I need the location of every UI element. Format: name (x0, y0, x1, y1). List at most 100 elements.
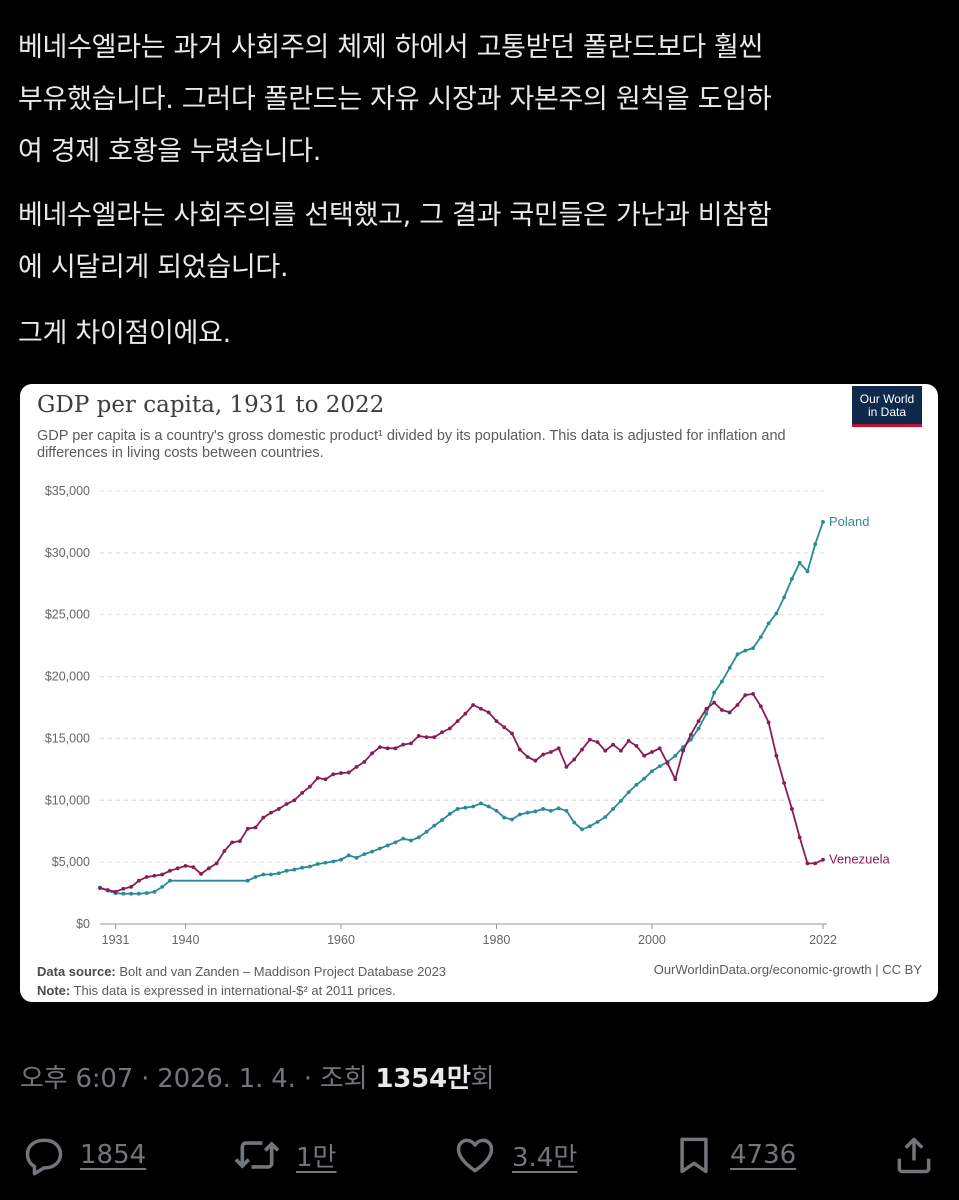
data-point-venezuela (463, 711, 468, 716)
data-point-venezuela (136, 878, 141, 883)
series-label-poland: Poland (829, 514, 869, 529)
data-point-venezuela (121, 886, 126, 891)
data-point-venezuela (595, 740, 600, 745)
data-point-venezuela (541, 752, 546, 757)
repost-button[interactable]: 1만 (232, 1130, 336, 1180)
data-point-venezuela (797, 835, 802, 840)
data-point-poland (751, 646, 755, 651)
data-point-venezuela (370, 751, 374, 756)
data-point-venezuela (222, 849, 227, 853)
share-button[interactable] (892, 1130, 936, 1180)
reply-button[interactable]: 1854 (22, 1130, 146, 1180)
data-point-venezuela (393, 746, 398, 751)
x-tick-label: 2022 (809, 933, 837, 947)
data-point-venezuela (517, 747, 522, 752)
data-point-poland (308, 864, 312, 869)
data-point-venezuela (587, 737, 592, 742)
y-tick-label: $5,000 (52, 855, 90, 869)
source-text: Bolt and van Zanden – Maddison Project D… (119, 964, 447, 979)
x-tick-label: 1931 (102, 933, 130, 947)
series-line-venezuela (99, 693, 824, 893)
data-point-poland (440, 818, 444, 822)
data-point-poland (797, 560, 802, 565)
data-point-poland (517, 812, 522, 817)
owid-logo-line1: Our World (859, 392, 915, 406)
like-button[interactable]: 3.4만 (452, 1130, 577, 1180)
data-point-venezuela (479, 706, 483, 711)
data-point-poland (339, 857, 343, 862)
data-point-venezuela (611, 742, 615, 747)
data-point-venezuela (354, 764, 359, 769)
data-point-venezuela (144, 875, 149, 879)
timestamp[interactable]: 오후 6:07 · 2026. 1. 4. · 조회 (20, 1064, 376, 1094)
data-point-poland (805, 569, 810, 574)
data-point-venezuela (813, 861, 818, 866)
data-point-poland (549, 808, 553, 813)
chart-plot: $0 $5,000 $10,000 $15,000 $20,000 $25,000 $30,… (45, 484, 891, 947)
data-point-poland (618, 799, 623, 803)
data-point-poland (626, 790, 631, 795)
data-point-venezuela (634, 743, 639, 748)
data-point-poland (712, 690, 717, 695)
data-point-venezuela (300, 790, 305, 795)
data-point-poland (245, 878, 250, 883)
data-point-venezuela (657, 746, 662, 751)
data-point-poland (696, 726, 701, 731)
data-point-venezuela (696, 719, 701, 724)
data-point-poland (510, 817, 514, 822)
data-point-poland (657, 764, 662, 769)
data-point-poland (447, 811, 452, 816)
data-point-poland (735, 652, 740, 657)
data-point-venezuela (758, 704, 763, 709)
chart-title: GDP per capita, 1931 to 2022 (37, 392, 385, 418)
y-tick-label: $0 (76, 917, 90, 931)
data-point-venezuela (245, 826, 250, 831)
data-point-venezuela (688, 732, 693, 737)
y-tick-label: $15,000 (45, 731, 90, 745)
data-point-venezuela (447, 726, 452, 731)
like-count: 3.4만 (512, 1142, 578, 1173)
data-point-poland (541, 807, 546, 811)
data-point-poland (269, 872, 273, 877)
bookmark-button[interactable]: 4736 (672, 1130, 796, 1180)
data-point-poland (494, 808, 499, 813)
data-point-poland (292, 867, 297, 872)
y-tick-label: $35,000 (45, 484, 90, 498)
data-point-poland (385, 843, 390, 848)
data-point-venezuela (98, 886, 102, 891)
data-point-poland (315, 862, 320, 866)
chart-credit: OurWorldinData.org/economic-growth | CC … (653, 962, 922, 977)
reply-count: 1854 (80, 1140, 147, 1170)
post-meta: 오후 6:07 · 2026. 1. 4. · 조회 1354만회 (20, 1058, 495, 1095)
data-point-poland (253, 875, 258, 879)
data-point-poland (416, 835, 421, 840)
data-point-poland (525, 810, 530, 815)
data-point-venezuela (790, 807, 794, 811)
data-point-poland (502, 815, 507, 820)
data-point-venezuela (432, 735, 437, 740)
data-point-venezuela (626, 739, 631, 743)
data-point-venezuela (401, 742, 406, 747)
data-point-poland (595, 820, 600, 824)
data-point-venezuela (230, 840, 235, 845)
series-line-poland (99, 521, 824, 895)
data-point-poland (346, 853, 351, 858)
data-point-venezuela (751, 691, 755, 696)
chart-footer-left: Data source: Bolt and van Zanden – Maddi… (37, 962, 446, 1000)
data-point-poland (354, 855, 359, 860)
data-point-venezuela (261, 815, 266, 820)
data-point-poland (533, 809, 538, 814)
owid-logo: Our World in Data (852, 386, 922, 427)
data-point-poland (160, 884, 165, 889)
source-label: Data source: (37, 964, 116, 979)
data-point-venezuela (191, 865, 196, 869)
chart-image[interactable]: GDP per capita, 1931 to 2022 GDP per cap… (20, 384, 938, 1002)
data-point-poland (642, 776, 647, 781)
data-point-venezuela (308, 784, 312, 789)
data-point-venezuela (253, 825, 258, 830)
data-point-venezuela (486, 710, 491, 715)
data-point-venezuela (642, 753, 647, 758)
data-point-venezuela (113, 889, 118, 894)
y-tick-label: $25,000 (45, 608, 90, 622)
data-point-venezuela (727, 710, 732, 715)
